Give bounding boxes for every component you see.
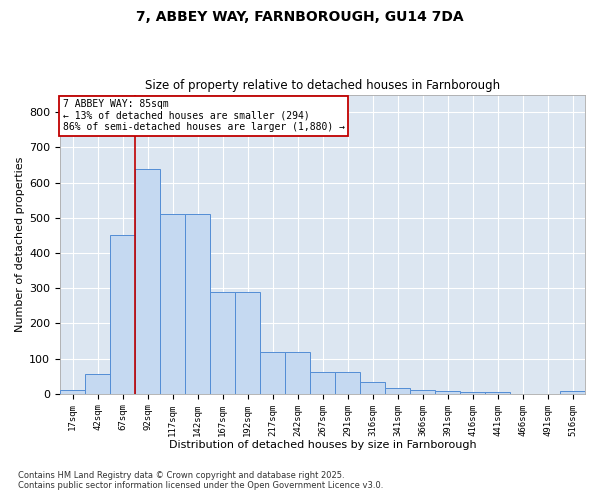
Bar bbox=[435, 391, 460, 394]
Bar bbox=[110, 236, 135, 394]
Bar bbox=[560, 392, 585, 394]
Text: 7, ABBEY WAY, FARNBOROUGH, GU14 7DA: 7, ABBEY WAY, FARNBOROUGH, GU14 7DA bbox=[136, 10, 464, 24]
Text: 7 ABBEY WAY: 85sqm
← 13% of detached houses are smaller (294)
86% of semi-detach: 7 ABBEY WAY: 85sqm ← 13% of detached hou… bbox=[62, 99, 344, 132]
Bar bbox=[135, 168, 160, 394]
Text: Contains public sector information licensed under the Open Government Licence v3: Contains public sector information licen… bbox=[18, 480, 383, 490]
Title: Size of property relative to detached houses in Farnborough: Size of property relative to detached ho… bbox=[145, 79, 500, 92]
Bar bbox=[310, 372, 335, 394]
Bar bbox=[285, 352, 310, 394]
Bar bbox=[360, 382, 385, 394]
Bar bbox=[160, 214, 185, 394]
Bar bbox=[335, 372, 360, 394]
Bar bbox=[60, 390, 85, 394]
Bar bbox=[85, 374, 110, 394]
Text: Contains HM Land Registry data © Crown copyright and database right 2025.: Contains HM Land Registry data © Crown c… bbox=[18, 470, 344, 480]
Bar bbox=[260, 352, 285, 394]
Bar bbox=[485, 392, 510, 394]
Bar bbox=[410, 390, 435, 394]
X-axis label: Distribution of detached houses by size in Farnborough: Distribution of detached houses by size … bbox=[169, 440, 476, 450]
Bar bbox=[460, 392, 485, 394]
Bar bbox=[210, 292, 235, 394]
Bar bbox=[185, 214, 210, 394]
Bar bbox=[385, 388, 410, 394]
Y-axis label: Number of detached properties: Number of detached properties bbox=[15, 156, 25, 332]
Bar bbox=[235, 292, 260, 394]
